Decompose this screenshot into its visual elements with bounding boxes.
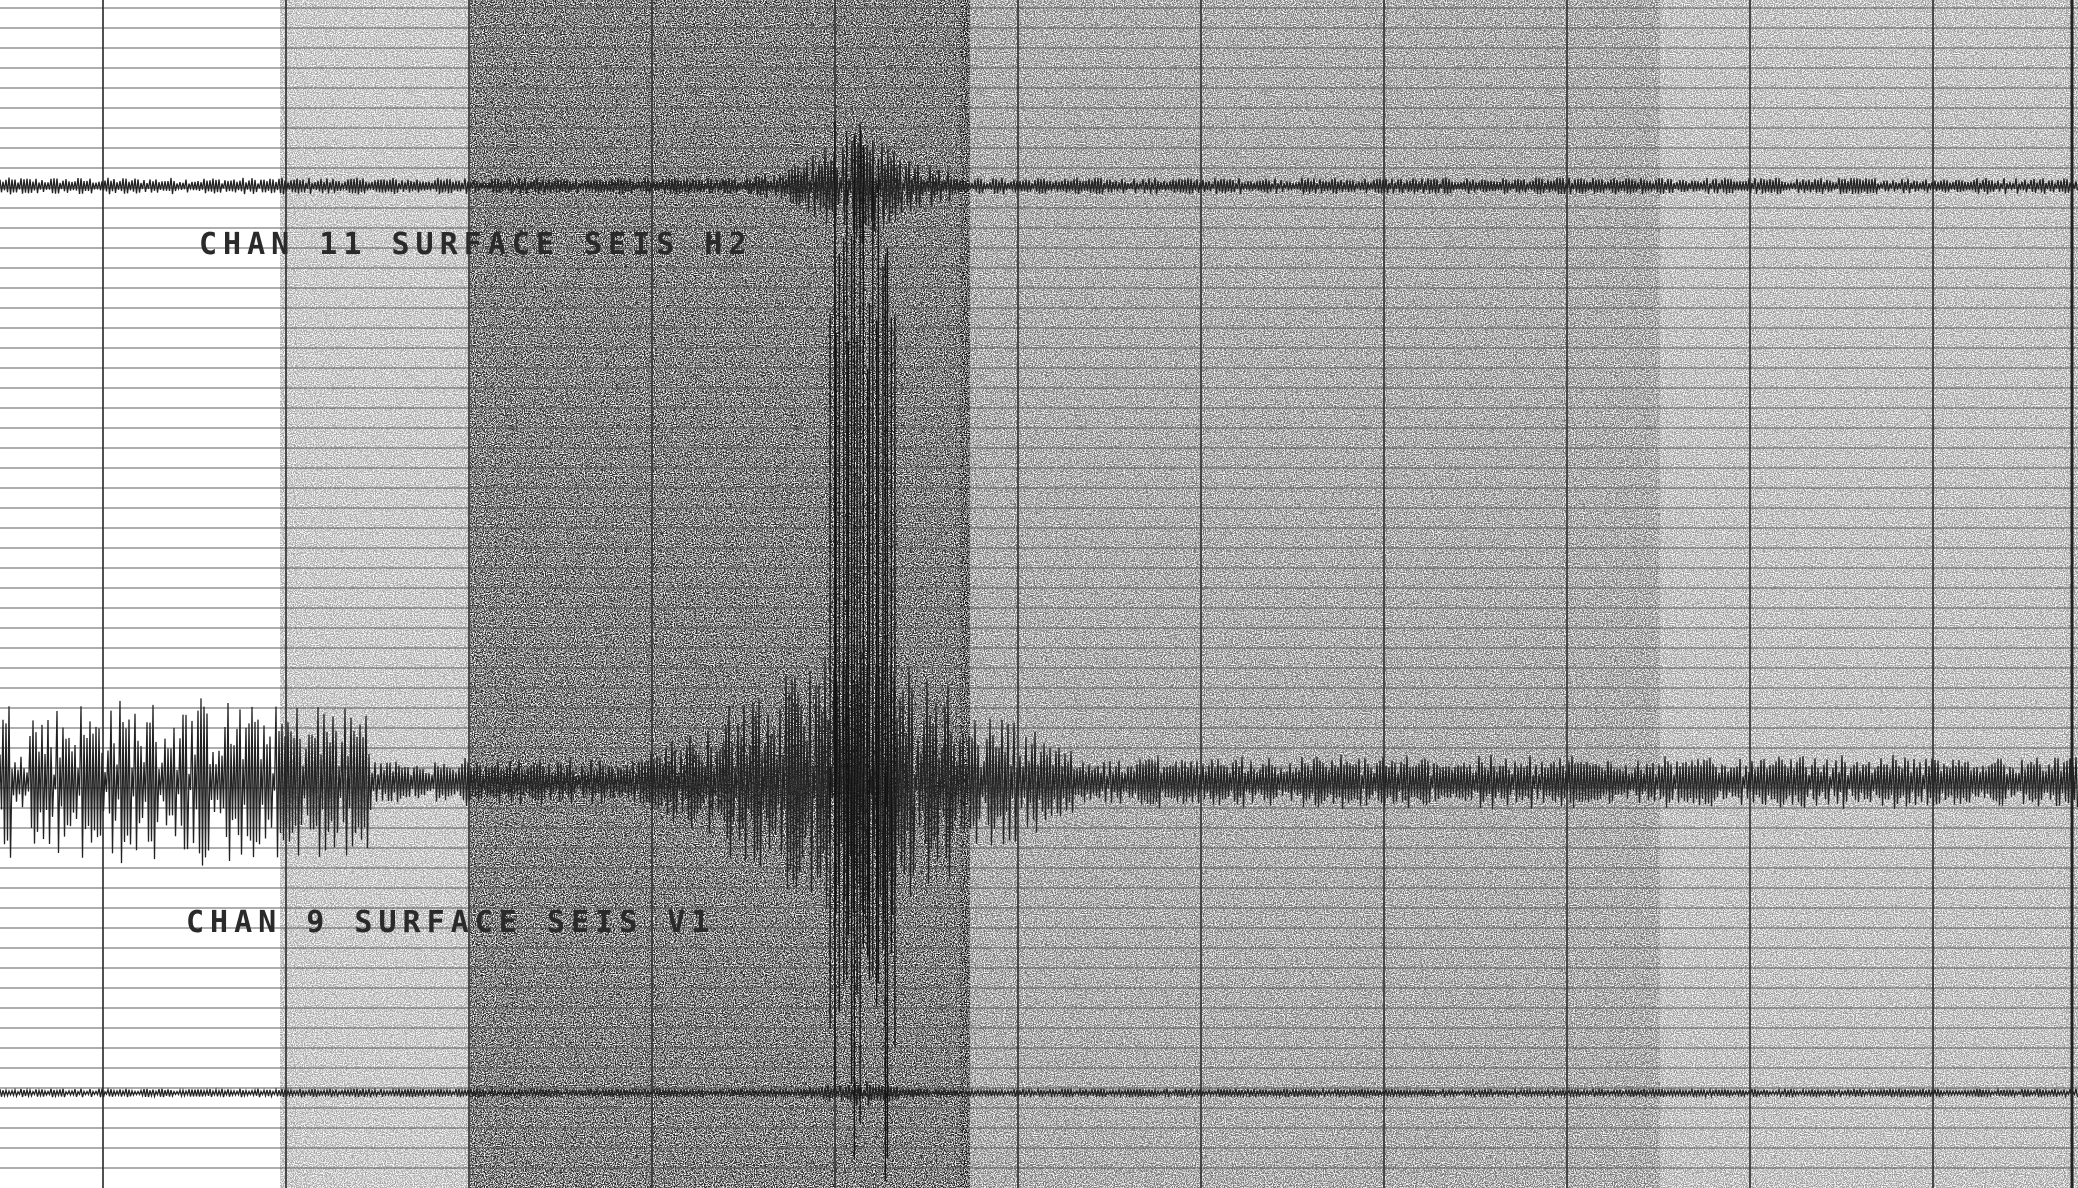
channel-label: CHAN 9 SURFACE SEIS V1 [186, 905, 715, 940]
speckle-texture [280, 0, 2078, 1188]
seismic-trace [0, 129, 2078, 243]
traces [0, 120, 2078, 1182]
speckle-region [960, 0, 1660, 1188]
speckle-region [1660, 0, 2078, 1188]
speckle-region [280, 0, 470, 1188]
channel-label: CHAN 11 SURFACE SEIS H2 [199, 227, 752, 262]
seismic-trace [0, 637, 2078, 927]
seismic-trace [0, 1080, 2078, 1106]
